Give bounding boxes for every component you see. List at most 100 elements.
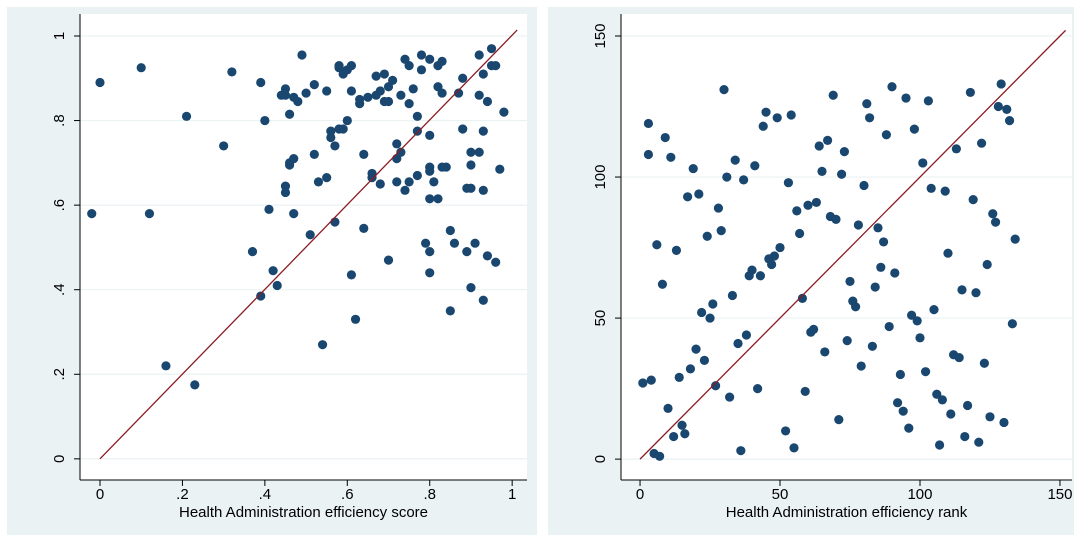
x-tick-label: .2 [176,486,189,503]
data-point [725,392,735,402]
data-point [674,372,684,382]
y-tick-label: 1 [51,32,68,40]
data-point [305,230,315,240]
data-point [708,299,718,309]
data-point [643,149,654,160]
data-point [792,206,802,216]
data-point [326,126,336,136]
data-point [803,200,813,210]
y-tick-label: .2 [51,368,68,381]
data-point [425,194,435,204]
data-point [677,420,687,430]
data-point [828,90,838,100]
data-point [421,238,431,248]
data-point [416,50,427,60]
x-axis-label: Health Administration efficiency rank [726,504,968,521]
x-tick-label: 1 [508,486,516,503]
data-point [918,158,928,168]
data-point [260,115,270,126]
data-point [478,69,488,79]
data-point [466,282,476,293]
y-tick-label: 0 [51,455,68,463]
data-point [705,313,715,323]
data-point [842,336,852,346]
data-point [272,280,282,291]
data-point [334,60,344,71]
data-point [280,181,291,191]
data-point [750,161,760,171]
data-point [890,268,900,278]
data-point [289,154,299,164]
data-point [297,50,307,60]
data-point [458,124,468,134]
data-point [458,73,468,83]
data-point [638,378,648,388]
x-tick-label: .8 [423,486,436,503]
data-point [934,440,945,450]
data-point [814,141,824,151]
data-point [1002,104,1012,114]
data-point [795,228,805,239]
data-point [433,194,443,204]
x-tick-label: 50 [772,486,789,503]
data-point [462,247,472,257]
data-point [317,340,328,350]
data-point [912,316,922,326]
data-point [437,88,447,98]
data-point [350,314,361,324]
data-point [280,187,291,198]
data-point [859,180,869,191]
data-point [901,93,911,103]
data-point [730,155,740,165]
data-point [375,86,385,96]
data-point [915,333,925,343]
data-point [761,107,771,117]
data-point [951,144,961,154]
x-tick-label: 100 [907,486,932,503]
data-point [495,164,505,174]
data-point [867,341,877,351]
y-tick-label: 100 [592,165,609,190]
data-point [482,96,493,107]
data-point [144,208,155,219]
data-point [781,426,791,436]
data-point [876,262,886,272]
data-point [482,251,493,261]
data-point [293,96,303,107]
data-point [264,204,274,214]
data-point [837,169,847,179]
data-point [301,88,311,98]
data-point [713,203,724,213]
data-point [962,400,973,411]
data-point [974,437,984,447]
data-point [971,288,981,298]
data-point [646,375,656,385]
data-point [739,175,749,185]
data-point [342,115,352,126]
data-point [379,69,389,79]
data-point [280,90,291,100]
data-point [929,305,939,315]
data-point [979,358,989,368]
data-point [499,107,509,117]
data-point [338,124,348,134]
data-point [999,417,1009,428]
reference-line [99,29,518,460]
data-point [429,177,439,187]
data-point [685,364,696,374]
data-point [993,101,1003,112]
data-point [909,124,919,134]
data-point [946,409,956,419]
data-point [322,86,332,96]
data-point [733,338,743,349]
x-tick-label: 0 [96,486,104,503]
data-point [355,99,365,109]
data-point [330,141,340,151]
data-point [663,403,673,413]
data-point [660,132,670,143]
data-point [775,242,785,253]
data-point [716,226,726,236]
data-point [996,79,1006,89]
data-point [904,423,914,433]
